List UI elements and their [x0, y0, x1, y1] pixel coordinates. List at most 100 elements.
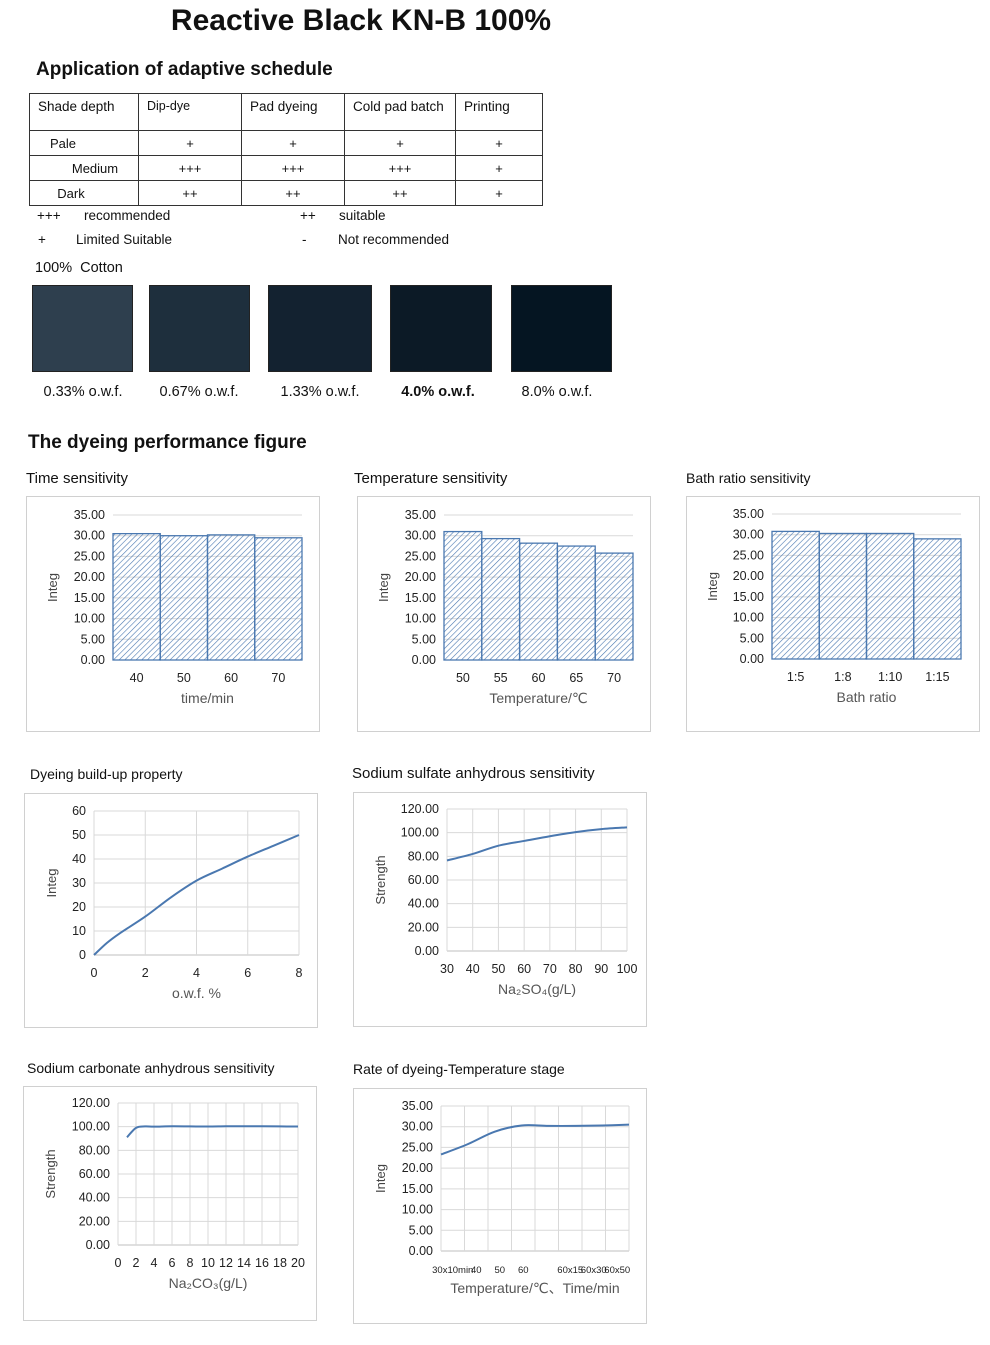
table-cell: +	[455, 180, 543, 206]
x-tick-label: 18	[273, 1256, 287, 1270]
y-tick-label: 25.00	[733, 548, 764, 562]
x-tick-label: 0	[91, 966, 98, 980]
y-tick-label: 0.00	[740, 652, 764, 666]
y-tick-label: 15.00	[405, 591, 436, 605]
x-tick-label: 40	[466, 962, 480, 976]
y-tick-label: 10.00	[733, 611, 764, 625]
x-axis-label: Na₂CO₃(g/L)	[169, 1275, 248, 1291]
legend-symbol: +	[38, 232, 46, 247]
chart-svg: 0.00 5.00 10.00 15.00 20.00 25.00 30.00 35.00 In…	[45, 508, 303, 706]
y-tick-label: 20.00	[733, 569, 764, 583]
y-tick-label: 15.00	[733, 590, 764, 604]
y-axis-label: Integ	[44, 869, 59, 898]
x-tick-label: 60x15	[557, 1265, 583, 1276]
x-tick-label: 6	[244, 966, 251, 980]
chart-svg: 0.00 20.00 40.00 60.00 80.00 100.00 120.00 Stre…	[373, 802, 637, 997]
rate-of-dyeing-chart: 0.00 5.00 10.00 15.00 20.00 25.00 30.00 35.00 In…	[353, 1088, 647, 1324]
build-up-chart: 0 10 20 30 40 50 60 Integ o.w.f. % 0 2 4 6 8	[24, 793, 318, 1028]
swatch-label: 0.67% o.w.f.	[159, 384, 239, 400]
color-swatch	[268, 285, 372, 372]
chart-title: Temperature sensitivity	[354, 470, 508, 487]
x-tick-label: 60	[532, 671, 546, 685]
x-tick-label: 4	[193, 966, 200, 980]
y-tick-label: 20.00	[74, 570, 105, 584]
bar	[556, 545, 596, 661]
x-tick-label: 30x10min	[432, 1265, 473, 1276]
column-header: Shade depth	[29, 93, 139, 131]
y-tick-label: 15.00	[74, 591, 105, 605]
table-cell: +	[455, 130, 543, 156]
y-tick-label: 30.00	[405, 529, 436, 543]
x-tick-label: 50	[456, 671, 470, 685]
series-line	[446, 826, 628, 862]
y-tick-label: 5.00	[740, 631, 764, 645]
y-tick-label: 35.00	[74, 508, 105, 522]
table-cell: Dark	[29, 180, 139, 206]
table-cell: +	[455, 155, 543, 181]
swatch-label: 8.0% o.w.f.	[521, 384, 593, 400]
temperature-sensitivity-chart: 0.00 5.00 10.00 15.00 20.00 25.00 30.00 35.00 In…	[357, 496, 651, 732]
y-tick-label: 20.00	[402, 1161, 433, 1175]
x-tick-label: 50	[491, 962, 505, 976]
y-tick-label: 30.00	[402, 1120, 433, 1134]
color-swatch	[390, 285, 492, 372]
table-cell: ++	[344, 180, 456, 206]
x-tick-label: 60x50	[604, 1265, 630, 1276]
bar	[865, 532, 915, 660]
x-tick-label: 0	[115, 1256, 122, 1270]
y-tick-label: 5.00	[409, 1223, 433, 1237]
chart-title: Time sensitivity	[26, 470, 128, 487]
y-tick-label: 35.00	[402, 1099, 433, 1113]
y-tick-label: 15.00	[402, 1182, 433, 1196]
x-tick-label: 20	[291, 1256, 305, 1270]
y-tick-label: 0.00	[415, 944, 439, 958]
page-title: Reactive Black KN-B 100%	[170, 4, 552, 37]
swatch-label: 4.0% o.w.f.	[401, 384, 475, 400]
table-cell: +++	[344, 155, 456, 181]
legend-text: recommended	[84, 208, 171, 223]
column-header: Dip-dye	[138, 93, 242, 131]
x-tick-label: 50	[177, 671, 191, 685]
y-tick-label: 0	[79, 948, 86, 962]
y-tick-label: 30.00	[733, 528, 764, 542]
bar	[112, 532, 161, 661]
x-axis-label: Temperature/℃	[489, 690, 587, 706]
chart-title: Sodium carbonate anhydrous sensitivity	[27, 1060, 275, 1076]
chart-svg: 0 10 20 30 40 50 60 Integ o.w.f. % 0 2 4 6 8	[44, 804, 303, 1001]
x-axis-label: Temperature/℃、Time/min	[450, 1280, 619, 1296]
table-cell: +	[344, 130, 456, 156]
table-cell: Pale	[29, 130, 139, 156]
y-tick-label: 120.00	[401, 802, 439, 816]
x-tick-label: 10	[201, 1256, 215, 1270]
bar	[254, 537, 303, 661]
x-tick-label: 8	[187, 1256, 194, 1270]
y-tick-label: 40.00	[408, 897, 439, 911]
y-tick-label: 30.00	[74, 529, 105, 543]
x-axis-label: time/min	[181, 690, 234, 706]
x-tick-label: 4	[151, 1256, 158, 1270]
y-axis-label: Integ	[705, 572, 720, 601]
bath-ratio-sensitivity-chart: 0.00 5.00 10.00 15.00 20.00 25.00 30.00 35.00 In…	[686, 496, 980, 732]
y-tick-label: 0.00	[412, 653, 436, 667]
y-tick-label: 60.00	[408, 873, 439, 887]
chart-title: Bath ratio sensitivity	[686, 470, 811, 486]
bar	[518, 542, 559, 661]
bar	[159, 535, 209, 661]
y-tick-label: 20.00	[408, 920, 439, 934]
schedule-table: Shade depth Dip-dye Pad dyeing Cold pad …	[29, 93, 543, 206]
y-tick-label: 25.00	[402, 1140, 433, 1154]
legend-symbol: -	[302, 232, 307, 247]
y-tick-label: 20.00	[405, 570, 436, 584]
y-tick-label: 80.00	[79, 1143, 110, 1157]
y-tick-label: 35.00	[405, 508, 436, 522]
y-tick-label: 20	[72, 900, 86, 914]
y-tick-label: 0.00	[81, 653, 105, 667]
y-tick-label: 0.00	[86, 1238, 110, 1252]
legend-symbol: ++	[300, 208, 316, 223]
x-tick-label: 2	[142, 966, 149, 980]
y-tick-label: 5.00	[81, 632, 105, 646]
x-tick-label: 30	[440, 962, 454, 976]
cotton-label: 100% Cotton	[35, 260, 123, 276]
table-cell: ++	[241, 180, 345, 206]
x-tick-label: 12	[219, 1256, 233, 1270]
